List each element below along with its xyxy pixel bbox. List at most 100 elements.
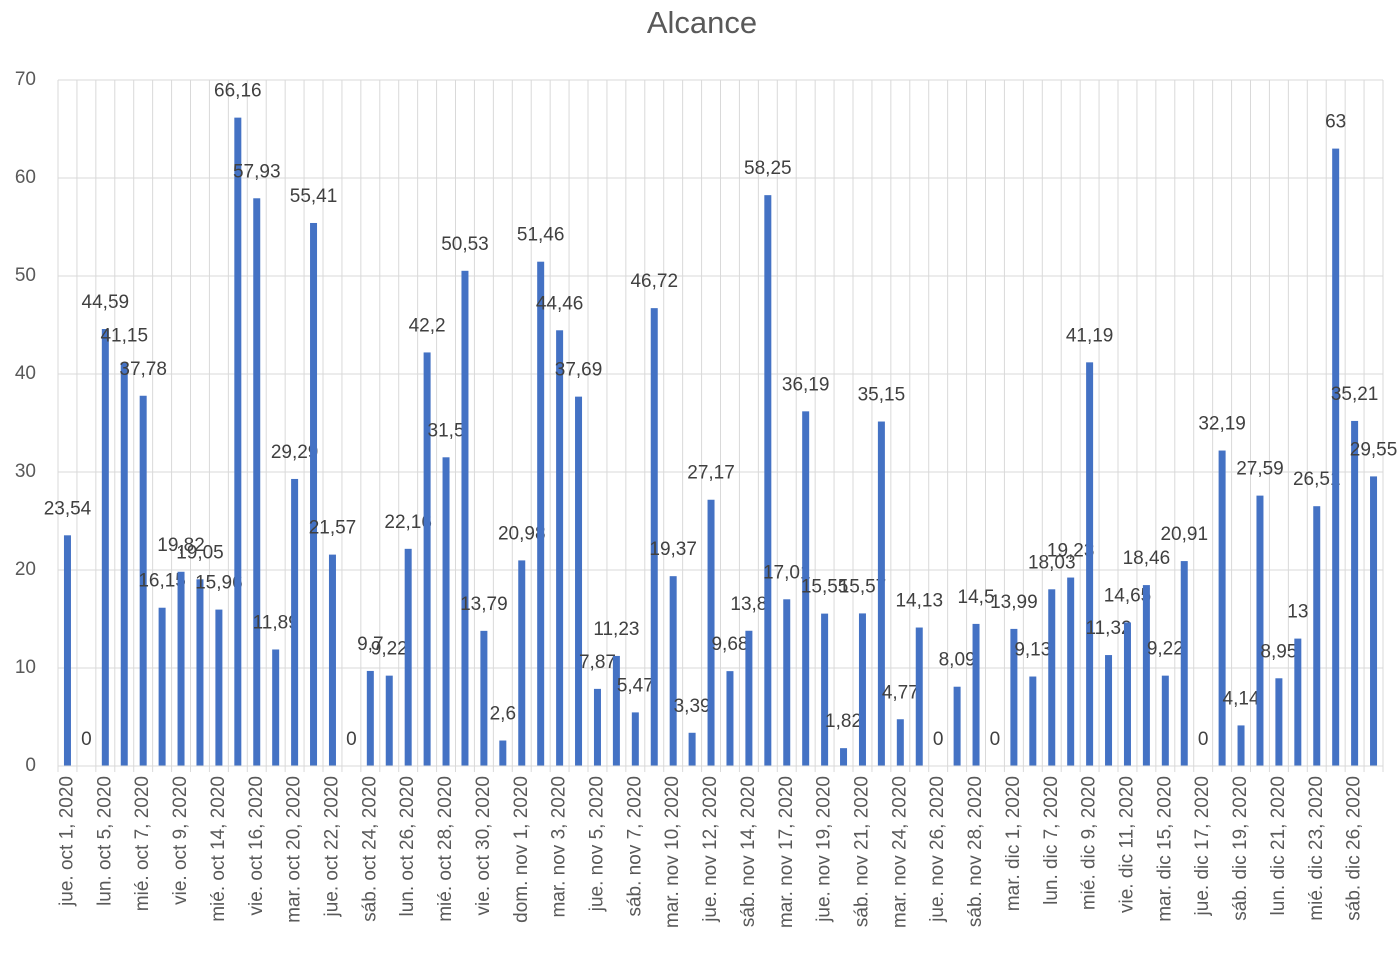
bar bbox=[139, 395, 147, 766]
x-tick-label: mar. dic 1, 2020 bbox=[1003, 776, 1024, 911]
x-tick-label: sáb. nov 14, 2020 bbox=[738, 776, 759, 927]
bar bbox=[177, 571, 185, 766]
bar bbox=[1142, 585, 1150, 766]
bar bbox=[1370, 476, 1378, 766]
value-label: 50,53 bbox=[441, 234, 489, 255]
y-tick-label: 20 bbox=[15, 559, 36, 580]
bar bbox=[877, 421, 885, 766]
value-label: 13,79 bbox=[460, 594, 508, 615]
value-label: 13 bbox=[1287, 602, 1308, 623]
bar bbox=[650, 308, 658, 766]
bar bbox=[896, 719, 904, 766]
x-tick-label: jue. nov 12, 2020 bbox=[700, 776, 721, 923]
value-label: 41,15 bbox=[100, 326, 148, 347]
bar bbox=[707, 499, 715, 766]
value-label: 55,41 bbox=[290, 186, 338, 207]
value-label: 4,77 bbox=[882, 682, 919, 703]
bar bbox=[518, 560, 526, 766]
value-label: 58,25 bbox=[744, 158, 792, 179]
value-label: 9,68 bbox=[711, 634, 748, 655]
value-label: 66,16 bbox=[214, 81, 262, 102]
value-label: 14,65 bbox=[1104, 585, 1152, 606]
bar bbox=[1256, 495, 1264, 766]
x-tick-label: vie. oct 16, 2020 bbox=[246, 776, 267, 915]
x-tick-label: mar. nov 17, 2020 bbox=[776, 776, 797, 928]
bar bbox=[120, 362, 128, 766]
value-label: 20,98 bbox=[498, 523, 546, 544]
value-label: 0 bbox=[990, 729, 1001, 750]
value-label: 32,19 bbox=[1198, 414, 1246, 435]
bar bbox=[783, 599, 791, 766]
bar bbox=[1313, 506, 1321, 766]
bar bbox=[1067, 577, 1075, 766]
bar bbox=[101, 329, 109, 766]
value-label: 11,32 bbox=[1085, 618, 1131, 639]
bar bbox=[215, 609, 223, 766]
value-label: 19,05 bbox=[176, 542, 224, 563]
x-tick-label: vie. oct 30, 2020 bbox=[473, 776, 494, 915]
x-tick-label: jue. dic 17, 2020 bbox=[1192, 776, 1213, 916]
value-label: 44,59 bbox=[82, 292, 130, 313]
y-tick-label: 30 bbox=[15, 461, 36, 482]
value-label: 27,59 bbox=[1236, 459, 1284, 480]
x-tick-label: vie. dic 11, 2020 bbox=[1116, 776, 1137, 913]
bar bbox=[1218, 450, 1226, 766]
x-tick-label: vie. oct 9, 2020 bbox=[170, 776, 191, 905]
bar bbox=[1048, 589, 1056, 766]
bar bbox=[840, 748, 848, 766]
value-label: 23,54 bbox=[44, 498, 92, 519]
value-label: 21,57 bbox=[309, 518, 357, 539]
bar bbox=[972, 623, 980, 766]
bar bbox=[1351, 420, 1359, 766]
x-tick-label: jue. nov 5, 2020 bbox=[586, 776, 607, 912]
bar bbox=[480, 630, 488, 766]
bar bbox=[1161, 675, 1169, 766]
bar bbox=[1294, 638, 1302, 766]
x-tick-label: jue. nov 26, 2020 bbox=[927, 776, 948, 923]
bar bbox=[821, 613, 829, 766]
x-tick-label: lun. dic 21, 2020 bbox=[1268, 776, 1289, 915]
value-label: 20,91 bbox=[1160, 524, 1208, 545]
x-tick-label: mar. nov 10, 2020 bbox=[662, 776, 683, 928]
value-label: 37,69 bbox=[555, 360, 603, 381]
value-label: 0 bbox=[933, 729, 944, 750]
x-tick-label: sáb. oct 24, 2020 bbox=[359, 776, 380, 922]
bar bbox=[291, 478, 299, 766]
x-tick-label: mié. oct 28, 2020 bbox=[435, 776, 456, 922]
bar bbox=[1086, 362, 1094, 766]
value-label: 17,01 bbox=[763, 562, 811, 583]
value-label: 27,17 bbox=[687, 463, 735, 484]
x-tick-label: sáb. nov 7, 2020 bbox=[624, 776, 645, 917]
bar bbox=[253, 198, 261, 766]
chart-title: Alcance bbox=[647, 5, 757, 40]
x-tick-label: mar. nov 24, 2020 bbox=[889, 776, 910, 928]
x-tick-label: mar. dic 15, 2020 bbox=[1154, 776, 1175, 922]
x-tick-label: mié. oct 14, 2020 bbox=[208, 776, 229, 922]
bar bbox=[499, 740, 507, 766]
bar bbox=[1105, 655, 1113, 766]
bar bbox=[593, 688, 601, 766]
bar bbox=[556, 330, 564, 766]
x-tick-label: lun. oct 26, 2020 bbox=[397, 776, 418, 917]
value-label: 31,5 bbox=[428, 420, 465, 441]
value-label: 35,15 bbox=[858, 385, 906, 406]
value-label: 9,22 bbox=[1147, 639, 1184, 660]
x-tick-label: lun. dic 7, 2020 bbox=[1041, 776, 1062, 905]
bar bbox=[234, 117, 242, 766]
x-tick-label: sáb. dic 19, 2020 bbox=[1230, 776, 1251, 921]
value-label: 15,57 bbox=[839, 576, 887, 597]
value-label: 3,39 bbox=[674, 696, 711, 717]
x-tick-label: sáb. dic 26, 2020 bbox=[1344, 776, 1365, 921]
value-label: 0 bbox=[1198, 729, 1209, 750]
value-label: 36,19 bbox=[782, 374, 830, 395]
bar bbox=[1332, 148, 1340, 767]
value-label: 9,22 bbox=[371, 639, 408, 660]
x-tick-label: mar. oct 20, 2020 bbox=[284, 776, 305, 923]
value-label: 1,82 bbox=[825, 711, 862, 732]
x-tick-label: jue. oct 22, 2020 bbox=[321, 776, 342, 918]
bar bbox=[764, 195, 772, 766]
value-label: 51,46 bbox=[517, 225, 565, 246]
value-label: 42,2 bbox=[409, 315, 446, 336]
value-label: 11,89 bbox=[253, 612, 299, 633]
